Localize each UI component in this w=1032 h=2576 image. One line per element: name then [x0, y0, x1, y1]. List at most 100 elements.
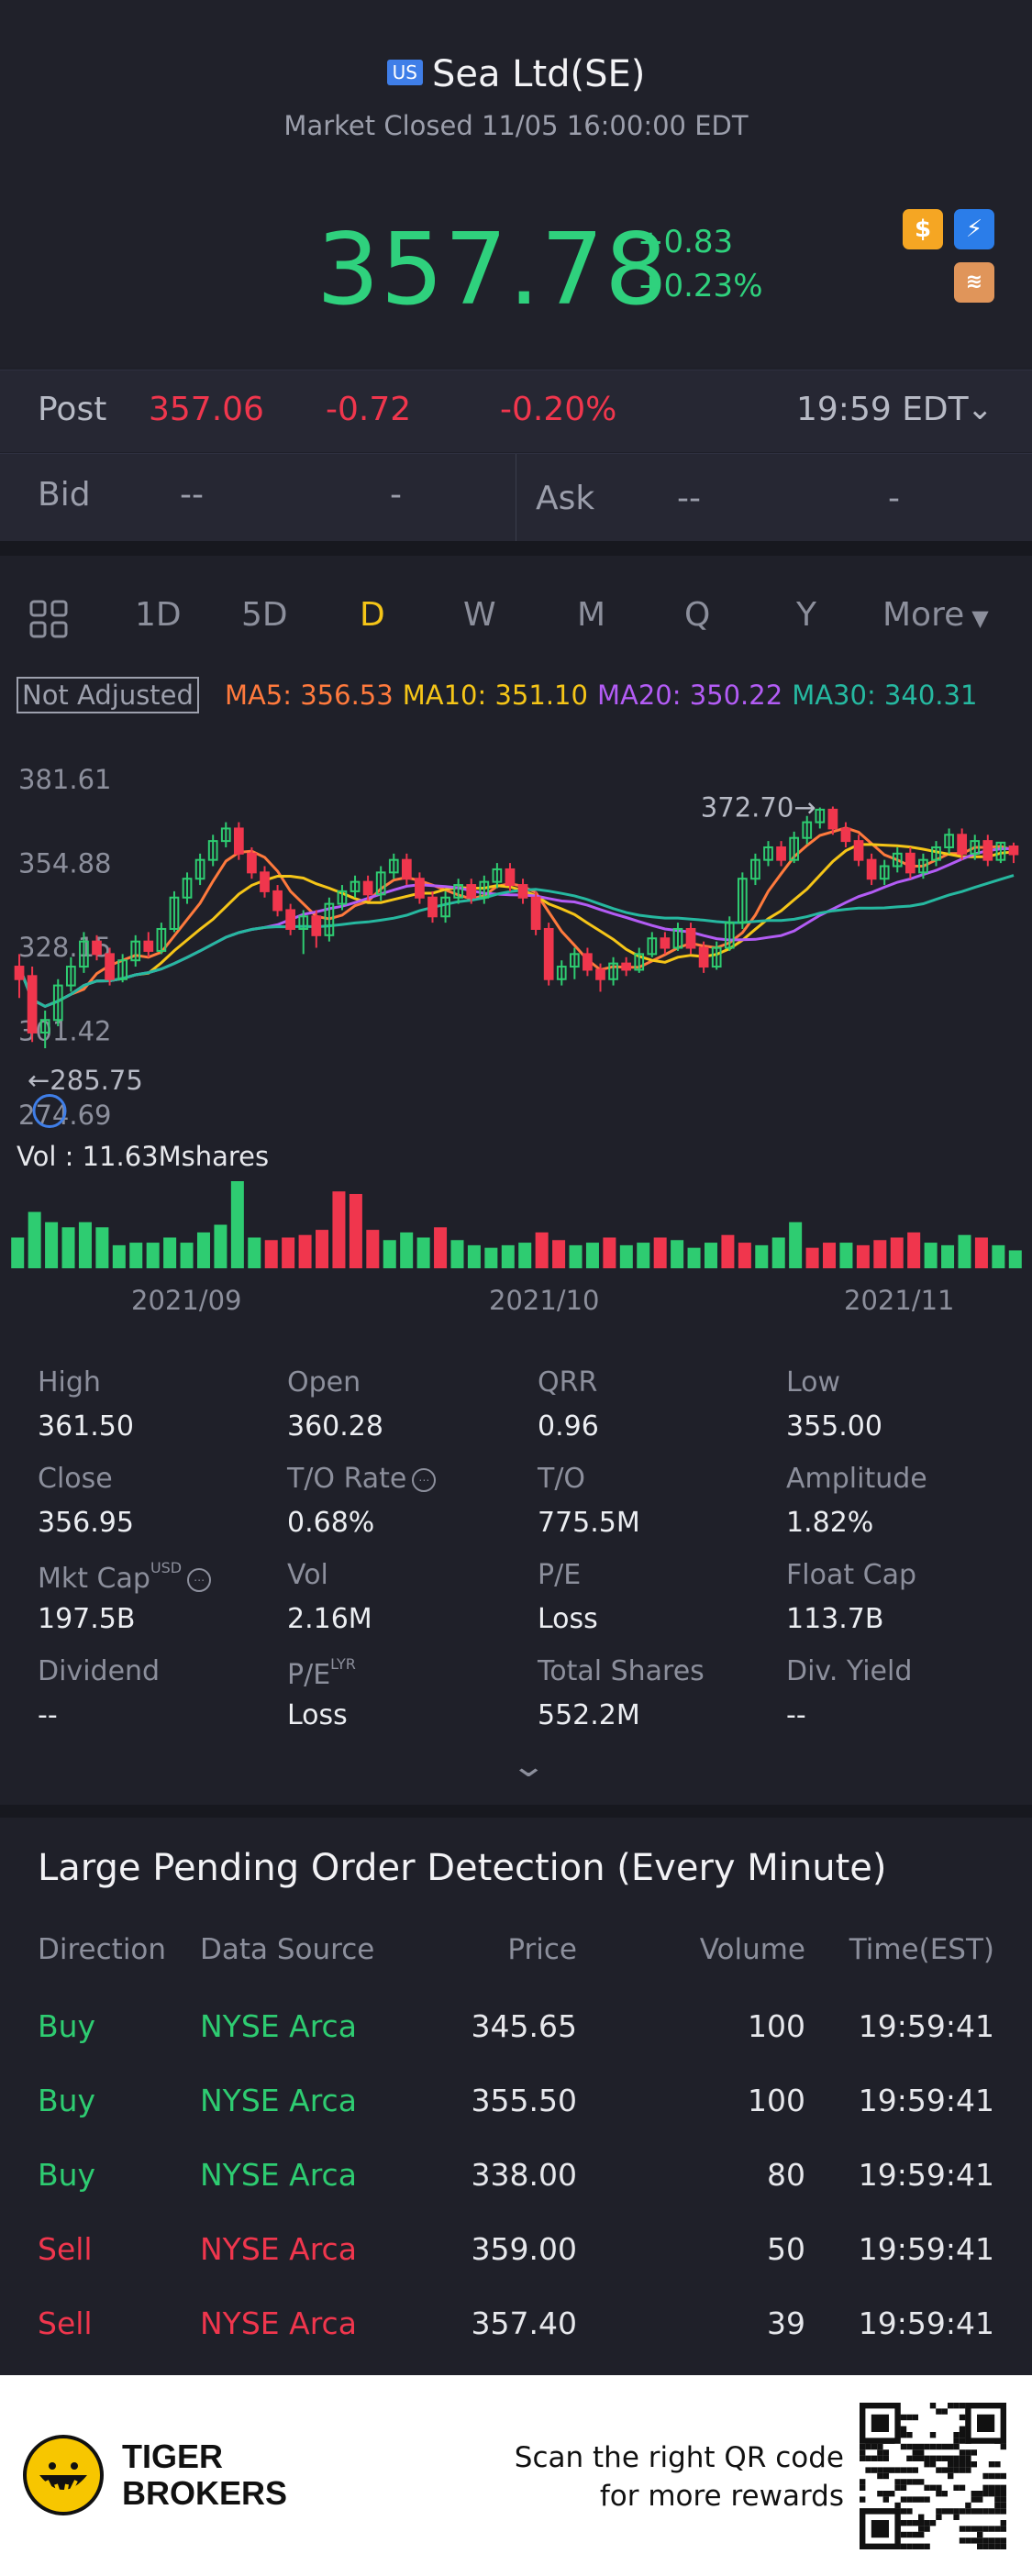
qr-module [977, 2537, 983, 2544]
qr-module [871, 2520, 889, 2538]
candle-body [569, 953, 580, 968]
candle-body [982, 840, 993, 861]
candle-body [79, 940, 89, 968]
post-change: -0.72 [326, 391, 412, 428]
tab-d[interactable]: D [360, 596, 385, 634]
info-icon[interactable]: ⋯ [187, 1568, 212, 1592]
candle-body [14, 966, 25, 980]
stat-label: QRR [538, 1366, 597, 1399]
info-icon[interactable]: ⋯ [412, 1468, 437, 1492]
tab-5d[interactable]: 5D [241, 596, 288, 634]
ma30-label: MA30: 340.31 [792, 680, 978, 711]
order-direction: Buy [38, 2008, 96, 2044]
stat-label: Low [786, 1366, 840, 1399]
qr-module [948, 2461, 954, 2468]
qr-module [941, 2443, 948, 2450]
col-direction: Direction [38, 1933, 167, 1966]
qr-module [871, 2455, 878, 2461]
tab-q[interactable]: Q [684, 596, 711, 634]
qr-module [959, 2461, 966, 2468]
post-market-row[interactable]: Post 357.06 -0.72 -0.20% 19:59 EDT ⌄ [0, 370, 1032, 452]
qr-module [918, 2514, 925, 2520]
candle-body [117, 959, 128, 980]
qr-module [1000, 2472, 1006, 2480]
candle-body [853, 840, 864, 861]
qr-module [877, 2491, 883, 2497]
candle-body [634, 953, 645, 971]
x-tick-label: 2021/10 [489, 1285, 599, 1311]
stat-value: -- [38, 1699, 58, 1731]
candle-body [595, 968, 605, 980]
qr-module [988, 2484, 995, 2491]
not-adjusted-toggle[interactable]: Not Adjusted [17, 677, 199, 713]
qr-module [936, 2455, 942, 2461]
qr-module [900, 2543, 907, 2549]
qr-module [900, 2479, 907, 2485]
candle-body [324, 902, 335, 936]
qr-module [912, 2496, 918, 2503]
qr-module [877, 2472, 883, 2480]
order-source: NYSE Arca [200, 2231, 357, 2267]
qr-module [959, 2426, 966, 2432]
qr-module [948, 2455, 954, 2461]
qr-module [959, 2526, 966, 2532]
qr-module [959, 2484, 966, 2491]
volume-bar [28, 1211, 41, 1268]
qr-module [1000, 2543, 1006, 2549]
qr-module [994, 2537, 1001, 2544]
qr-module [982, 2472, 989, 2480]
candle-body [815, 808, 826, 824]
volume-bar [400, 1232, 414, 1268]
tab-more[interactable]: More ▼ [882, 596, 989, 634]
volume-bar [789, 1222, 803, 1268]
candle-body [892, 852, 903, 868]
stat-label: Amplitude [786, 1463, 927, 1495]
qr-module [906, 2479, 913, 2485]
qr-module [953, 2432, 960, 2438]
candle-body [583, 953, 593, 971]
lightning-icon[interactable]: ⚡ [954, 209, 994, 249]
candle-body [866, 858, 877, 880]
candle-body [194, 858, 205, 880]
tab-w[interactable]: W [463, 596, 496, 634]
qr-module [860, 2443, 866, 2450]
brand-line2: BROKERS [122, 2474, 288, 2512]
qr-module [959, 2508, 966, 2515]
qr-module [948, 2403, 954, 2409]
volume-bar [653, 1237, 667, 1268]
qr-module [900, 2414, 907, 2421]
qr-module [918, 2479, 925, 2485]
stat-superscript: LYR [330, 1655, 356, 1673]
qr-module [953, 2443, 960, 2450]
volume-bar [248, 1237, 261, 1268]
qr-module [906, 2520, 913, 2526]
qr-module [936, 2467, 942, 2473]
tab-1d[interactable]: 1D [135, 596, 182, 634]
candle-body [440, 896, 450, 918]
stat-label-text: QRR [538, 1366, 598, 1399]
education-icon[interactable]: ≋ [954, 262, 994, 303]
stat-value: 356.95 [38, 1507, 134, 1539]
candle-body [298, 915, 309, 930]
candle-body [776, 846, 786, 861]
order-price: 355.50 [471, 2083, 577, 2118]
qr-module [1000, 2502, 1006, 2509]
qr-module [941, 2455, 948, 2461]
grid-icon[interactable] [29, 600, 68, 642]
high-marker: 372.70→ [701, 792, 816, 824]
dollar-icon[interactable]: $ [903, 209, 943, 249]
volume-label: Vol : 11.63Mshares [17, 1141, 270, 1172]
qr-module [1000, 2443, 1006, 2450]
qr-module [900, 2467, 907, 2473]
tab-m[interactable]: M [577, 596, 606, 634]
candle-body [182, 878, 193, 899]
candle-body [904, 852, 915, 874]
tab-y[interactable]: Y [796, 596, 816, 634]
qr-module [929, 2520, 937, 2526]
candle-body [105, 953, 115, 980]
stat-superscript: USD [150, 1559, 183, 1576]
volume-bar [687, 1247, 701, 1268]
chevron-down-icon[interactable]: ⌄ [967, 391, 993, 427]
expand-chevron-icon[interactable]: ⌄ [510, 1748, 548, 1785]
